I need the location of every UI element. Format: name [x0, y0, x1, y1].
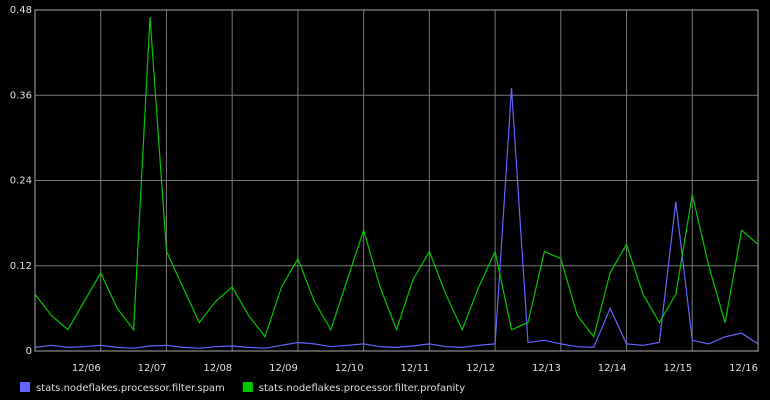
x-tick-label: 12/16 [729, 363, 758, 374]
x-tick-label: 12/06 [72, 363, 101, 374]
x-tick-label: 12/09 [269, 363, 298, 374]
x-tick-label: 12/15 [663, 363, 692, 374]
y-tick-label: 0.36 [10, 90, 32, 101]
x-tick-label: 12/12 [466, 363, 495, 374]
x-tick-label: 12/08 [203, 363, 232, 374]
x-tick-label: 12/13 [532, 363, 561, 374]
legend-label: stats.nodeflakes.processor.filter.profan… [259, 383, 465, 394]
y-tick-label: 0 [26, 346, 32, 357]
legend-label: stats.nodeflakes.processor.filter.spam [36, 383, 225, 394]
series-line [34, 17, 759, 339]
x-tick-label: 12/11 [401, 363, 430, 374]
x-tick-label: 12/14 [598, 363, 627, 374]
x-tick-label: 12/07 [138, 363, 167, 374]
y-tick-label: 0.12 [10, 261, 32, 272]
y-tick-label: 0.24 [10, 176, 32, 187]
y-tick-label: 0.48 [10, 5, 32, 16]
legend-swatch [20, 382, 30, 392]
x-tick-label: 12/10 [335, 363, 364, 374]
series-line [34, 88, 759, 349]
plot-frame [34, 9, 759, 352]
legend-swatch [242, 382, 253, 392]
